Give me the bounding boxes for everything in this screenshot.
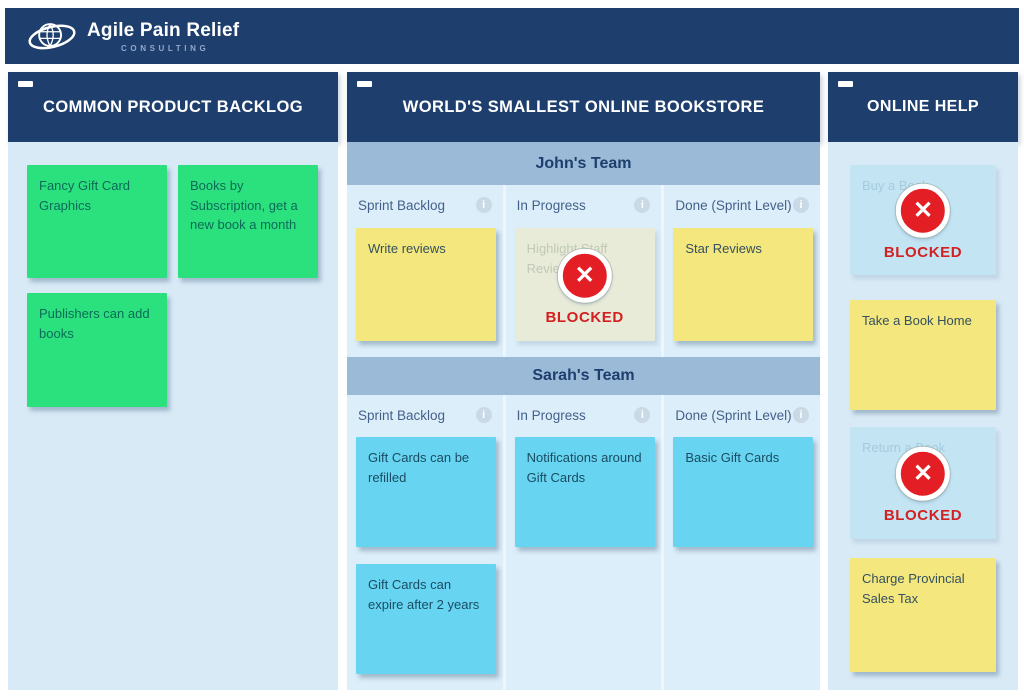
brand-subtitle: CONSULTING [121,43,210,53]
column-online-help: ONLINE HELP Buy a Book ✕ BLOCKED Take a … [828,72,1018,690]
lane-grid-sarahs-team: Sprint Backlog i Gift Cards can be refil… [347,395,821,690]
collapse-icon[interactable] [357,81,372,87]
lane-done-sprint-level: Done (Sprint Level) i Basic Gift Cards [664,395,821,690]
column-body: John's Team Sprint Backlog i Write revie… [347,142,821,690]
sticky-note-blocked[interactable]: Return a Book ✕ BLOCKED [850,427,996,539]
blocked-x-icon: ✕ [896,447,950,502]
brand-name: Agile Pain Relief [87,19,240,41]
lane-done-sprint-level: Done (Sprint Level) i Star Reviews [664,185,821,357]
column-online-bookstore: WORLD'S SMALLEST ONLINE BOOKSTORE John's… [347,72,821,690]
lane-grid-johns-team: Sprint Backlog i Write reviews In Progre… [347,185,821,357]
lane-label: Done (Sprint Level) [675,197,792,213]
sticky-note[interactable]: Gift Cards can be refilled [356,437,496,547]
column-common-product-backlog: COMMON PRODUCT BACKLOG Fancy Gift Card G… [8,72,338,690]
lane-label: Sprint Backlog [358,407,446,423]
lane-label: Sprint Backlog [358,197,446,213]
brand-globe-icon [28,23,76,50]
info-icon[interactable]: i [793,407,810,423]
blocked-badge: ✕ BLOCKED [884,447,962,528]
collapse-icon[interactable] [838,81,853,87]
sticky-note-blocked[interactable]: Highlight Staff Reviews ✕ BLOCKED [514,228,655,341]
info-icon[interactable]: i [634,197,651,213]
lane-sprint-backlog: Sprint Backlog i Gift Cards can be refil… [347,395,503,690]
sticky-note[interactable]: Basic Gift Cards [673,437,814,547]
column-header: COMMON PRODUCT BACKLOG [8,72,338,142]
brand-lockup: Agile Pain Relief CONSULTING [87,20,239,53]
lane-in-progress: In Progress i Notifications around Gift … [505,395,662,690]
info-icon[interactable]: i [475,407,492,423]
team-bar-sarahs-team: Sarah's Team [347,357,820,395]
lane-label: In Progress [516,407,586,423]
team-name: Sarah's Team [532,367,635,384]
column-header: WORLD'S SMALLEST ONLINE BOOKSTORE [347,72,820,142]
sticky-note[interactable]: Books by Subscription, get a new book a … [178,165,318,278]
blocked-x-icon: ✕ [896,184,950,239]
lane-label: In Progress [516,197,586,213]
info-icon[interactable]: i [475,197,492,213]
lane-sprint-backlog: Sprint Backlog i Write reviews [347,185,503,357]
column-body: Buy a Book ✕ BLOCKED Take a Book Home Re… [828,142,1018,690]
blocked-label: BLOCKED [883,244,963,262]
column-title: COMMON PRODUCT BACKLOG [43,97,303,116]
blocked-x-icon: ✕ [557,248,612,303]
blocked-label: BLOCKED [545,308,624,326]
team-name: John's Team [535,154,632,172]
sticky-note[interactable]: Take a Book Home [850,300,996,410]
sticky-note[interactable]: Gift Cards can expire after 2 years [356,564,496,674]
sticky-note[interactable]: Star Reviews [673,228,814,341]
top-brand-bar: Agile Pain Relief CONSULTING [5,8,1019,64]
sticky-note[interactable]: Publishers can add books [27,293,167,407]
info-icon[interactable]: i [634,407,651,423]
team-bar-johns-team: John's Team [347,142,820,185]
sticky-note[interactable]: Write reviews [356,228,496,341]
sticky-note[interactable]: Charge Provincial Sales Tax [850,558,996,672]
blocked-label: BLOCKED [883,507,963,525]
blocked-badge: ✕ BLOCKED [545,248,624,330]
blocked-badge: ✕ BLOCKED [884,184,962,265]
sticky-note[interactable]: Notifications around Gift Cards [514,437,655,547]
info-icon[interactable]: i [793,197,810,213]
column-body: Fancy Gift Card Graphics Books by Subscr… [8,142,338,690]
lane-label: Done (Sprint Level) [675,407,792,423]
sticky-note[interactable]: Fancy Gift Card Graphics [27,165,167,278]
column-header: ONLINE HELP [828,72,1018,142]
collapse-icon[interactable] [18,81,33,87]
sticky-note-blocked[interactable]: Buy a Book ✕ BLOCKED [850,165,996,275]
column-title: ONLINE HELP [867,98,979,115]
column-title: WORLD'S SMALLEST ONLINE BOOKSTORE [402,97,765,116]
lane-in-progress: In Progress i Highlight Staff Reviews ✕ … [505,185,662,357]
